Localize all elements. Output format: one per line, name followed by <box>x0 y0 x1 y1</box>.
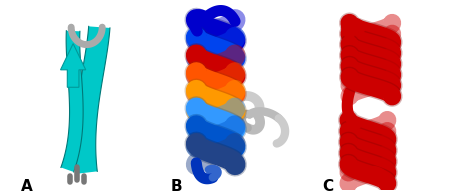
Text: C: C <box>322 179 333 194</box>
Polygon shape <box>61 44 86 87</box>
Polygon shape <box>74 26 110 174</box>
Text: B: B <box>170 179 182 194</box>
Text: A: A <box>21 179 33 194</box>
Polygon shape <box>61 31 83 172</box>
